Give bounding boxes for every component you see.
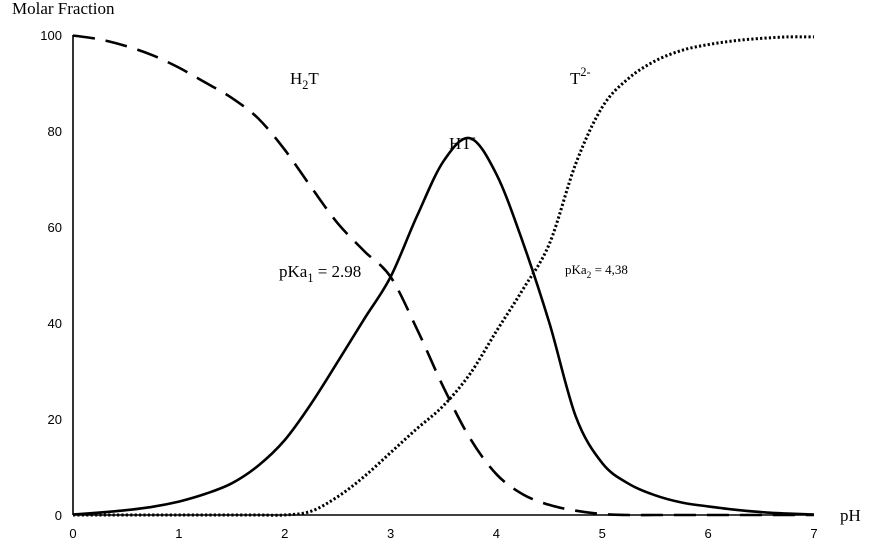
series-label-h2t: H2T [290, 69, 319, 92]
x-tick-label: 2 [281, 526, 288, 540]
pka1-annotation: pKa1 = 2.98 [279, 262, 361, 285]
series-line-t2 [73, 35, 815, 517]
x-tick-label: 7 [810, 526, 817, 540]
x-tick-label: 1 [175, 526, 182, 540]
y-tick-labels: 0 20 40 60 80 100 [40, 28, 62, 523]
y-tick-label: 80 [48, 124, 62, 139]
y-tick-label: 60 [48, 220, 62, 235]
y-axis-title: Molar Fraction [12, 0, 115, 18]
x-tick-label: 4 [493, 526, 500, 540]
series-label-ht: HT- [449, 130, 476, 153]
y-tick-label: 0 [55, 508, 62, 523]
x-tick-label: 5 [599, 526, 606, 540]
y-tick-label: 20 [48, 412, 62, 427]
x-tick-label: 0 [69, 526, 76, 540]
pka2-annotation: pKa2 = 4,38 [565, 262, 628, 281]
x-axis-title: pH [840, 506, 861, 525]
y-tick-label: 40 [48, 316, 62, 331]
x-tick-label: 3 [387, 526, 394, 540]
x-tick-label: 6 [705, 526, 712, 540]
y-tick-label: 100 [40, 28, 62, 43]
series-line-h2t [72, 34, 814, 517]
series-label-t2: T2- [570, 65, 591, 88]
series-line-ht [72, 136, 815, 516]
series-curves [72, 34, 815, 517]
x-tick-labels: 0 1 2 3 4 5 6 7 [69, 526, 817, 540]
